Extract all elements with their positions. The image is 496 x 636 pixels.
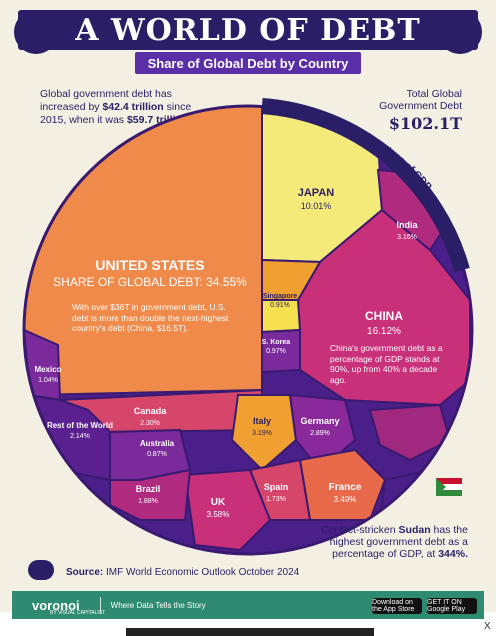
label-uk: UK <box>211 497 226 508</box>
value-china: 16.12% <box>367 326 401 337</box>
sudan-pre: Conflict-stricken <box>320 524 399 536</box>
intro-text: Global government debt has increased by … <box>40 88 215 127</box>
us-note: With over $36T in government debt, U.S. … <box>72 302 228 333</box>
close-icon[interactable]: X <box>484 621 491 632</box>
intro-amount: $42.4 trillion <box>102 101 164 113</box>
page-subtitle: Share of Global Debt by Country <box>147 55 349 71</box>
value-france: 3.49% <box>334 495 357 504</box>
title-banner: A WORLD OF DEBT <box>18 10 478 50</box>
value-spain: 1.73% <box>266 496 286 503</box>
label-germany: Germany <box>300 416 339 426</box>
value-italy: 3.19% <box>252 430 272 437</box>
sudan-flag-icon <box>436 478 462 496</box>
value-japan: 10.01% <box>301 201 332 211</box>
footer-divider <box>99 597 101 613</box>
intro-line1: Global government debt has increased by <box>40 88 172 113</box>
china-note: China's government debt as a percentage … <box>330 343 443 385</box>
value-united-states: SHARE OF GLOBAL DEBT: 34.55% <box>53 275 247 289</box>
sudan-note: Conflict-stricken Sudan has the highest … <box>308 524 468 560</box>
value-brazil: 1.88% <box>138 498 158 505</box>
total-label2: Government Debt <box>379 100 462 112</box>
brand-sub: BY VISUAL CAPITALIST <box>50 610 106 616</box>
source-icon <box>28 560 54 580</box>
label-china: CHINA <box>365 309 403 323</box>
source-label: Source: <box>66 567 104 578</box>
bottom-scrollbar[interactable] <box>126 628 374 636</box>
cell-uk[interactable] <box>183 468 272 552</box>
label-rest-of-the-world: Rest of the World <box>47 421 113 430</box>
label-mexico: Mexico <box>34 365 61 374</box>
chart-labels: UNITED STATES SHARE OF GLOBAL DEBT: 34.55… <box>34 187 443 519</box>
cell-small-europe[interactable] <box>368 403 452 462</box>
sudan-name: Sudan <box>398 524 431 536</box>
google-play-button[interactable]: GET IT ON Google Play <box>427 598 477 614</box>
value-india: 3.16% <box>397 234 417 241</box>
value-s-korea: 0.97% <box>266 348 286 355</box>
intro-line2: since 2015, when it was <box>40 101 192 126</box>
value-rest-of-the-world: 2.14% <box>70 433 90 440</box>
app-store-button[interactable]: Download on the App Store <box>372 598 422 614</box>
label-s-korea: S. Korea <box>262 339 291 346</box>
label-canada: Canada <box>134 406 168 416</box>
footer-tagline: Where Data Tells the Story <box>110 600 206 610</box>
source-line: Source: IMF World Economic Outlook Octob… <box>66 567 299 578</box>
label-spain: Spain <box>264 482 289 492</box>
label-brazil: Brazil <box>136 484 161 494</box>
total-debt-box: Total Global Government Debt $102.1T <box>379 88 462 133</box>
brand-logo[interactable]: voronoi <box>32 597 80 613</box>
label-singapore: Singapore <box>263 293 297 300</box>
voronoi-chart: Debt as a Percentage of GDP UNITED STATE… <box>22 98 474 556</box>
value-canada: 2.30% <box>140 420 160 427</box>
value-germany: 2.89% <box>310 430 330 437</box>
footer-bar: voronoi BY VISUAL CAPITALIST Where Data … <box>12 591 484 619</box>
label-united-states: UNITED STATES <box>95 257 204 273</box>
chart-outline <box>22 104 474 556</box>
value-uk: 3.58% <box>207 510 230 519</box>
label-japan: JAPAN <box>298 187 335 199</box>
value-australia: 0.87% <box>147 451 167 458</box>
gauge-band <box>261 98 470 273</box>
infographic-card: A WORLD OF DEBT Share of Global Debt by … <box>0 0 496 619</box>
value-singapore: 0.91% <box>270 302 290 309</box>
subtitle-bar: Share of Global Debt by Country <box>135 52 361 74</box>
cell-s-korea[interactable] <box>261 328 301 374</box>
source-text: IMF World Economic Outlook October 2024 <box>106 567 300 578</box>
sudan-mid: has the highest government debt as a per… <box>329 524 468 560</box>
page-title: A WORLD OF DEBT <box>75 12 421 48</box>
label-italy: Italy <box>253 416 271 426</box>
sudan-val: 344%. <box>438 548 468 560</box>
value-mexico: 1.04% <box>38 377 58 384</box>
total-value: $102.1T <box>388 114 462 133</box>
label-australia: Australia <box>140 439 175 448</box>
cell-italy[interactable] <box>230 394 298 472</box>
label-india: India <box>396 220 418 230</box>
total-label1: Total Global <box>406 88 462 100</box>
label-france: France <box>329 482 362 493</box>
